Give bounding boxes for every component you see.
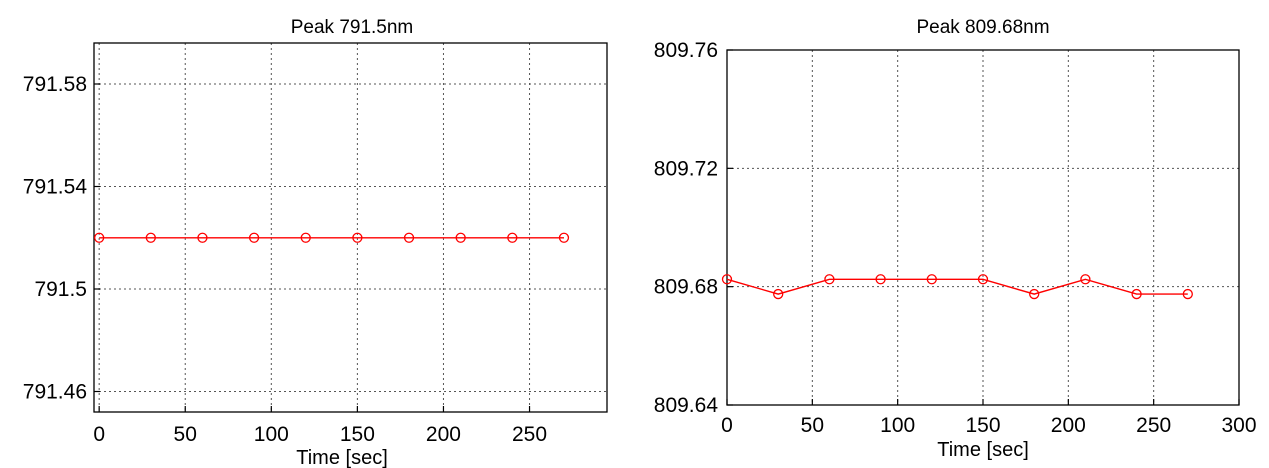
- y-tick-label: 809.64: [654, 394, 719, 417]
- data-point: [721, 274, 733, 285]
- x-tick-label: 0: [93, 423, 105, 446]
- data-point: [300, 232, 311, 243]
- data-point: [875, 274, 886, 285]
- data-point: [94, 232, 105, 243]
- y-tick-label: 791.46: [23, 381, 87, 404]
- x-tick-label: 200: [1051, 414, 1086, 437]
- data-point: [248, 232, 260, 243]
- chart-peak-791: Peak 791.5nm 0 50 100 150 200 250 791.46 791.5 7…: [23, 17, 608, 468]
- data-point: [1182, 288, 1193, 300]
- series-line: [726, 278, 1188, 295]
- x-tick-label: 300: [1221, 414, 1256, 437]
- y-tick-label: 809.76: [654, 39, 718, 62]
- data-point: [507, 232, 518, 243]
- data-point: [977, 274, 989, 285]
- x-tick-label: 0: [721, 414, 733, 437]
- x-tick-label: 150: [965, 414, 1000, 437]
- data-point: [197, 232, 208, 243]
- x-tick-label: 100: [880, 414, 915, 437]
- x-tick-label: 50: [801, 414, 824, 437]
- data-point: [558, 232, 570, 243]
- data-point: [403, 232, 415, 243]
- y-tick-label: 791.5: [34, 278, 87, 301]
- y-tick-label: 791.58: [23, 73, 87, 96]
- y-tick-label: 791.54: [23, 176, 88, 199]
- x-tick-label: 200: [426, 423, 461, 446]
- x-tick-label: 150: [340, 423, 375, 446]
- x-axis-label: Time [sec]: [296, 447, 388, 468]
- data-point: [145, 232, 156, 243]
- data-point: [1080, 274, 1091, 285]
- chart-peak-809: Peak 809.68nm 0 50 100 150 200 250 300 809.64 80…: [654, 17, 1257, 461]
- chart-title: Peak 809.68nm: [916, 17, 1049, 38]
- x-tick-label: 50: [174, 423, 197, 446]
- x-tick-label: 250: [512, 423, 547, 446]
- chart-title: Peak 791.5nm: [291, 17, 414, 38]
- data-point: [1131, 288, 1142, 300]
- y-tick-label: 809.72: [654, 157, 718, 180]
- x-axis-label: Time [sec]: [937, 439, 1029, 461]
- data-point: [352, 232, 363, 243]
- y-tick-label: 809.68: [654, 276, 718, 299]
- data-point: [926, 274, 937, 285]
- data-point: [773, 288, 784, 300]
- x-tick-label: 100: [254, 423, 289, 446]
- plot-frame: [726, 49, 1240, 406]
- data-point: [1029, 288, 1040, 300]
- data-point: [824, 274, 835, 285]
- plot-frame: [93, 42, 608, 413]
- x-tick-label: 250: [1136, 414, 1171, 437]
- data-point: [455, 232, 466, 243]
